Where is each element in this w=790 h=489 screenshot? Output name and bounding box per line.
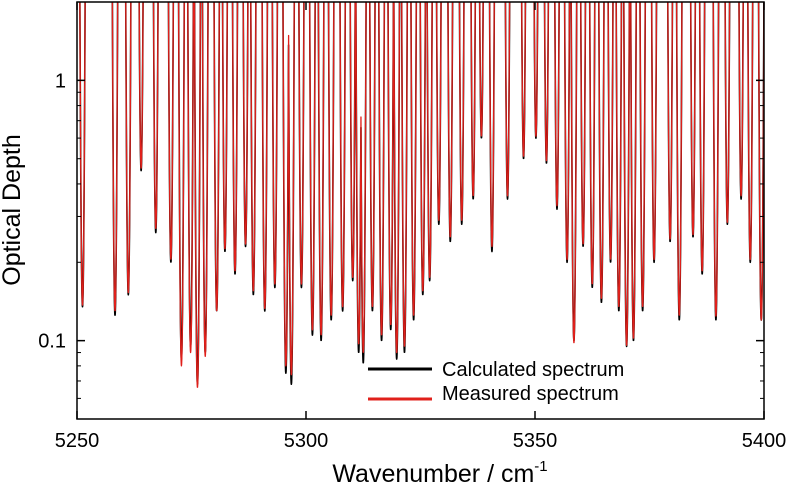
legend: Calculated spectrum Measured spectrum [368,359,624,405]
y-tick-label: 0.1 [38,331,66,353]
y-tick-label: 1 [55,70,66,92]
x-tick-label: 5300 [284,430,329,452]
x-axis-title: Wavenumber / cm-1 [332,458,547,488]
y-axis-title: Optical Depth [0,134,26,285]
plot-frame [76,1,765,420]
x-tick-label: 5350 [513,430,558,452]
x-tick-label: 5250 [55,430,100,452]
measured-spectrum-line [79,2,764,388]
x-axis-title-superscript: -1 [534,458,547,475]
legend-label-calculated: Calculated spectrum [442,359,624,381]
x-tick-label: 5400 [742,430,787,452]
legend-label-measured: Measured spectrum [442,383,619,405]
